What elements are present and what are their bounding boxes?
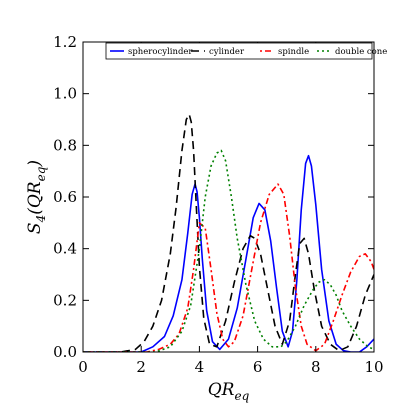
x-tick-label: 2 bbox=[136, 358, 146, 376]
axis-labels: QReq S4(QReq) bbox=[25, 160, 250, 403]
y-tick-label: 0.4 bbox=[53, 240, 77, 258]
x-tick-label: 6 bbox=[253, 358, 263, 376]
legend-box bbox=[105, 42, 373, 60]
x-tick-label: 10 bbox=[364, 358, 383, 376]
x-tick-label: 8 bbox=[311, 358, 321, 376]
series-group bbox=[83, 113, 374, 352]
legend-label-double-cone: double cone bbox=[335, 47, 387, 57]
legend-label-spindle: spindle bbox=[278, 47, 309, 57]
y-tick-label: 0.8 bbox=[53, 136, 77, 154]
y-tick-label: 1.0 bbox=[53, 85, 77, 103]
legend-label-cylinder: cylinder bbox=[209, 47, 245, 57]
y-tick-label: 0.6 bbox=[53, 188, 77, 206]
y-tick-label: 0.2 bbox=[53, 291, 77, 309]
x-tick-label: 0 bbox=[78, 358, 88, 376]
x-axis-label: QReq bbox=[208, 380, 250, 403]
y-axis-label: S4(QReq) bbox=[25, 160, 48, 234]
y-tick-label: 0.0 bbox=[53, 343, 77, 361]
legend: spherocylinder cylinder spindle double cone bbox=[105, 42, 387, 60]
series-line-cylinder bbox=[83, 113, 374, 352]
series-line-spindle bbox=[83, 183, 374, 352]
series-line-double-cone bbox=[83, 149, 374, 352]
series-line-spherocylinder bbox=[83, 154, 374, 352]
plot-area bbox=[83, 113, 374, 352]
y-tick-label: 1.2 bbox=[53, 33, 77, 51]
axes: 0 2 4 6 8 10 0.0 0.2 0.4 0.6 0.8 1.0 1.2 bbox=[53, 33, 383, 376]
x-tick-label: 4 bbox=[195, 358, 205, 376]
legend-label-spherocylinder: spherocylinder bbox=[128, 47, 193, 57]
